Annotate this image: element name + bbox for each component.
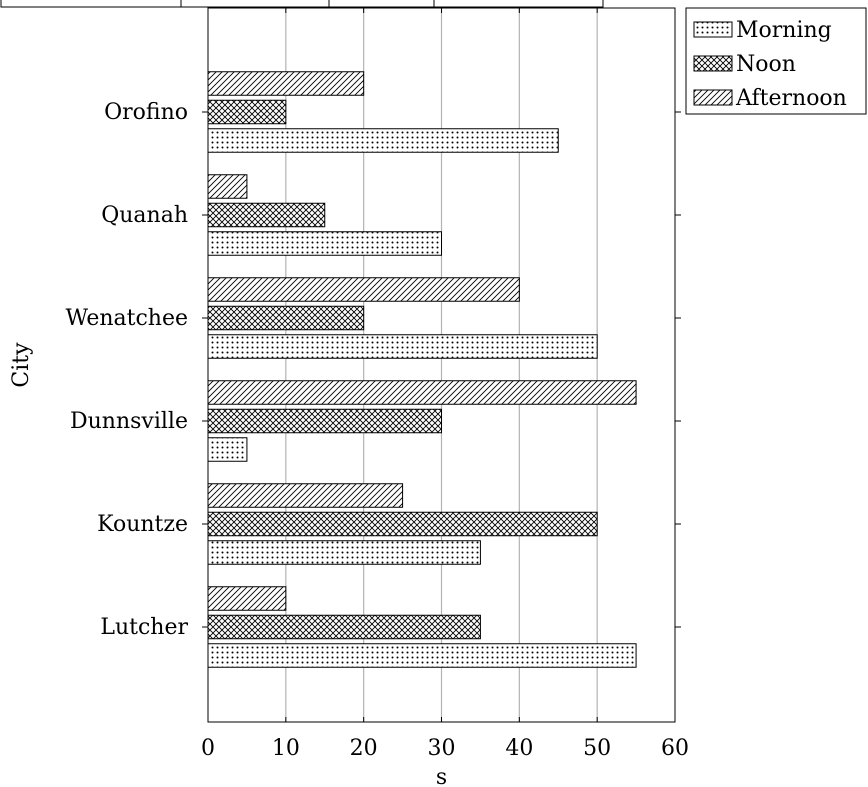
bar-morning-dunnsville [207,437,248,462]
bar-morning-kountze [207,540,481,565]
bar-afternoon-lutcher [207,586,287,611]
legend-label-afternoon: Afternoon [735,86,847,111]
bar-noon-lutcher [207,614,481,640]
x-axis-ticks: 0 10 20 30 40 50 60 [201,8,689,761]
y-tick-label: Lutcher [100,615,188,640]
x-tick-label: 40 [505,736,533,761]
x-tick-label: 0 [201,736,215,761]
bar-morning-lutcher [207,643,637,668]
bar-afternoon-dunnsville [207,380,637,405]
bar-afternoon-orofino [207,71,365,96]
legend-label-morning: Morning [736,18,832,43]
y-axis-title: City [9,342,34,388]
legend-swatch-afternoon [693,89,733,106]
bar-noon-kountze [207,511,598,537]
bar-morning-orofino [207,128,559,153]
bar-afternoon-kountze [207,483,404,508]
legend-swatch-morning [693,21,733,38]
y-tick-label: Wenatchee [66,306,189,331]
x-tick-label: 20 [350,736,378,761]
bar-afternoon-wenatchee [207,277,520,302]
y-tick-label: Kountze [97,512,188,537]
x-tick-label: 60 [661,736,689,761]
bar-noon-quanah [207,202,326,228]
y-tick-label: Dunnsville [70,409,188,434]
bar-noon-dunnsville [207,408,442,434]
x-tick-label: 50 [583,736,611,761]
bar-noon-wenatchee [207,305,365,331]
bar-morning-wenatchee [207,334,598,359]
x-axis-title: s [436,765,447,787]
legend-label-noon: Noon [736,52,796,77]
y-tick-label: Orofino [104,100,188,125]
y-tick-label: Quanah [101,203,188,228]
legend: Morning Noon Afternoon [685,7,867,115]
legend-swatch-noon [693,55,733,72]
x-tick-label: 30 [428,736,456,761]
bar-morning-quanah [207,231,442,256]
bar-afternoon-quanah [207,174,248,199]
bar-noon-orofino [207,99,287,125]
bars [207,71,637,668]
y-axis-ticks: Orofino Quanah Wenatchee Dunnsville Kountze L… [66,100,681,640]
cropped-table-edge [0,0,604,8]
x-tick-label: 10 [272,736,300,761]
